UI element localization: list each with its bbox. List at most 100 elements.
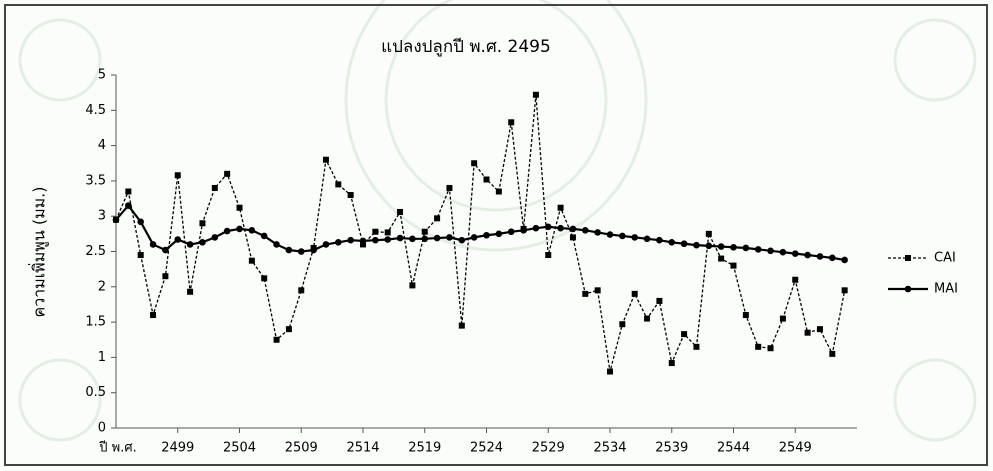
marker	[211, 234, 219, 241]
marker	[483, 176, 490, 183]
marker	[248, 257, 255, 264]
marker	[125, 188, 132, 195]
marker	[409, 235, 416, 243]
marker	[137, 252, 144, 259]
marker	[656, 236, 663, 244]
marker	[322, 241, 330, 248]
marker	[767, 345, 774, 352]
marker	[631, 234, 638, 241]
marker	[507, 228, 515, 236]
marker	[372, 236, 379, 244]
marker	[360, 241, 366, 248]
y-tick-label: 0	[98, 421, 106, 436]
watermark	[18, 0, 977, 442]
marker	[582, 227, 589, 234]
marker	[149, 241, 157, 248]
y-tick-label: 3	[98, 209, 106, 224]
marker	[187, 288, 194, 295]
marker	[421, 235, 429, 243]
marker	[260, 232, 268, 240]
marker	[532, 224, 540, 232]
series-line	[115, 94, 846, 372]
marker	[594, 229, 601, 236]
marker	[508, 119, 515, 126]
marker	[606, 231, 614, 238]
marker	[804, 251, 811, 259]
x-tick-label: 2534	[593, 441, 626, 456]
marker	[434, 215, 441, 222]
x-tick-label: 2514	[346, 441, 379, 456]
marker	[619, 321, 626, 328]
marker	[791, 250, 799, 257]
marker	[174, 172, 181, 179]
marker	[236, 225, 243, 233]
x-tick-label: 2499	[161, 441, 194, 456]
marker	[322, 156, 329, 163]
y-tick-label: 2	[98, 279, 106, 294]
marker	[644, 315, 651, 322]
marker	[532, 91, 539, 98]
y-tick-label: 4.5	[85, 103, 106, 118]
legend-marker	[905, 255, 911, 261]
chart-title: แปลงปลูกปี พ.ศ. 2495	[381, 37, 551, 57]
marker	[112, 216, 120, 224]
marker	[458, 236, 466, 244]
marker	[446, 184, 453, 191]
marker	[754, 246, 762, 253]
x-tick-label: 2549	[779, 441, 812, 456]
y-tick-label: 1	[98, 350, 106, 365]
marker	[297, 248, 305, 255]
marker	[384, 229, 391, 236]
marker	[211, 184, 218, 191]
marker	[199, 239, 206, 246]
x-tick-label: 2544	[717, 441, 750, 456]
marker	[705, 242, 713, 250]
marker	[199, 220, 206, 227]
marker	[668, 360, 675, 367]
marker	[347, 192, 354, 199]
x-tick-label: 2519	[408, 441, 441, 456]
marker	[495, 230, 503, 238]
marker	[742, 312, 749, 319]
marker	[421, 228, 428, 235]
marker	[557, 224, 564, 232]
marker	[471, 160, 478, 167]
marker	[236, 204, 243, 211]
marker	[569, 234, 576, 241]
marker	[730, 243, 737, 251]
marker	[804, 329, 811, 336]
marker	[545, 252, 552, 259]
marker	[718, 255, 725, 262]
y-tick-label: 1.5	[85, 315, 106, 330]
marker	[717, 243, 725, 250]
marker	[730, 262, 737, 269]
marker	[841, 287, 848, 294]
marker	[162, 246, 169, 254]
legend-label: CAI	[934, 251, 956, 266]
marker	[569, 225, 577, 233]
marker	[582, 290, 589, 297]
marker	[335, 181, 342, 188]
marker	[557, 204, 564, 211]
marker	[409, 282, 416, 289]
marker	[792, 276, 799, 283]
marker	[125, 202, 132, 209]
y-tick-label: 3.5	[85, 173, 106, 188]
marker	[829, 254, 836, 262]
y-tick-label: 2.5	[85, 244, 106, 259]
marker	[755, 343, 762, 350]
marker	[656, 297, 663, 304]
x-tick-label: 2504	[223, 441, 256, 456]
marker	[594, 287, 601, 294]
marker	[643, 235, 651, 243]
marker	[607, 368, 613, 375]
marker	[162, 273, 169, 280]
marker	[347, 236, 354, 244]
legend-label: MAI	[934, 282, 958, 297]
x-tick-label: 2539	[655, 441, 688, 456]
x-tick-label: 2529	[532, 441, 565, 456]
frame	[4, 4, 988, 466]
marker	[520, 227, 527, 234]
marker	[829, 350, 836, 357]
